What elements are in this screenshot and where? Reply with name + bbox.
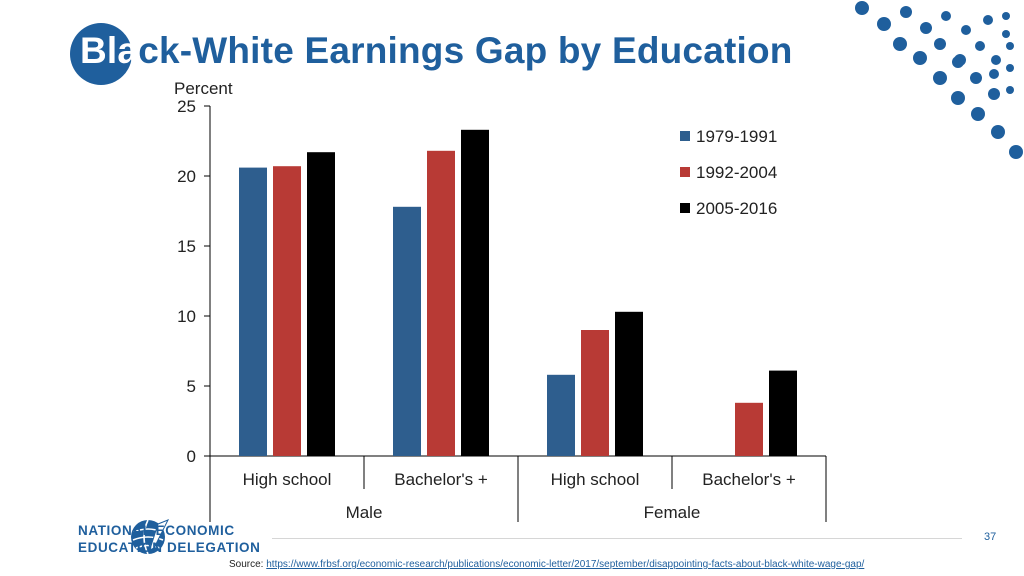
bar [615, 311, 643, 456]
decorative-dot [983, 15, 993, 25]
y-tick-label: 0 [187, 447, 196, 466]
decorative-dot [991, 125, 1005, 139]
decorative-dot [1006, 64, 1014, 72]
decorative-dot [1006, 86, 1014, 94]
bar [239, 167, 267, 456]
legend-swatch [680, 203, 690, 213]
category-label: Bachelor's + [394, 470, 488, 489]
decorative-dot [1002, 12, 1010, 20]
decorative-dot [900, 6, 912, 18]
group-label: Female [644, 503, 701, 522]
decorative-dot [952, 56, 964, 68]
y-tick-label: 15 [177, 237, 196, 256]
decorative-dot [971, 107, 985, 121]
decorative-dot [920, 22, 932, 34]
decorative-dot [893, 37, 907, 51]
slide-title: Black-White Earnings Gap by Education [80, 30, 793, 72]
y-axis-label: Percent [174, 79, 233, 98]
bar [581, 330, 609, 456]
logo-line1: NATIONAL ECONOMIC [78, 523, 235, 538]
y-tick-label: 25 [177, 97, 196, 116]
decorative-dot [975, 41, 985, 51]
category-label: High school [243, 470, 332, 489]
bar [735, 402, 763, 456]
y-tick-label: 5 [187, 377, 196, 396]
legend-swatch [680, 131, 690, 141]
decorative-dot [989, 69, 999, 79]
decorative-dot [934, 38, 946, 50]
legend-label: 1992-2004 [696, 163, 777, 182]
title-rest: ck-White Earnings Gap by Education [138, 30, 793, 71]
legend-swatch [680, 167, 690, 177]
decorative-dot [1009, 145, 1023, 159]
y-tick-label: 10 [177, 307, 196, 326]
source-label: Source: [229, 559, 267, 570]
bar [307, 152, 335, 456]
decorative-dot [1002, 30, 1010, 38]
decorative-dot [951, 91, 965, 105]
decorative-dot [1006, 42, 1014, 50]
globe-pen-icon [131, 519, 170, 555]
source-link[interactable]: https://www.frbsf.org/economic-research/… [266, 559, 865, 570]
category-label: Bachelor's + [702, 470, 796, 489]
decorative-dot [970, 72, 982, 84]
decorative-dot [941, 11, 951, 21]
bar [273, 166, 301, 456]
logo-line2: EDUCATION DELEGATION [78, 540, 261, 555]
decorative-dot [988, 88, 1000, 100]
bar [427, 150, 455, 457]
decorative-dot [961, 25, 971, 35]
decorative-dot [933, 71, 947, 85]
bar [461, 129, 489, 457]
decorative-dot [855, 1, 869, 15]
bar [393, 206, 421, 456]
footer-divider [272, 538, 962, 539]
title-prefix: Bla [80, 30, 139, 71]
decorative-dot [991, 55, 1001, 65]
bar [547, 374, 575, 456]
y-tick-label: 20 [177, 167, 196, 186]
decorative-dot [877, 17, 891, 31]
group-label: Male [346, 503, 383, 522]
legend-label: 1979-1991 [696, 127, 777, 146]
category-label: High school [551, 470, 640, 489]
legend-label: 2005-2016 [696, 199, 777, 218]
bar [769, 370, 797, 456]
page-number: 37 [984, 531, 997, 543]
decorative-dot [913, 51, 927, 65]
title-accent-circle [70, 23, 132, 85]
source-note: Source: https://www.frbsf.org/economic-r… [229, 559, 864, 570]
